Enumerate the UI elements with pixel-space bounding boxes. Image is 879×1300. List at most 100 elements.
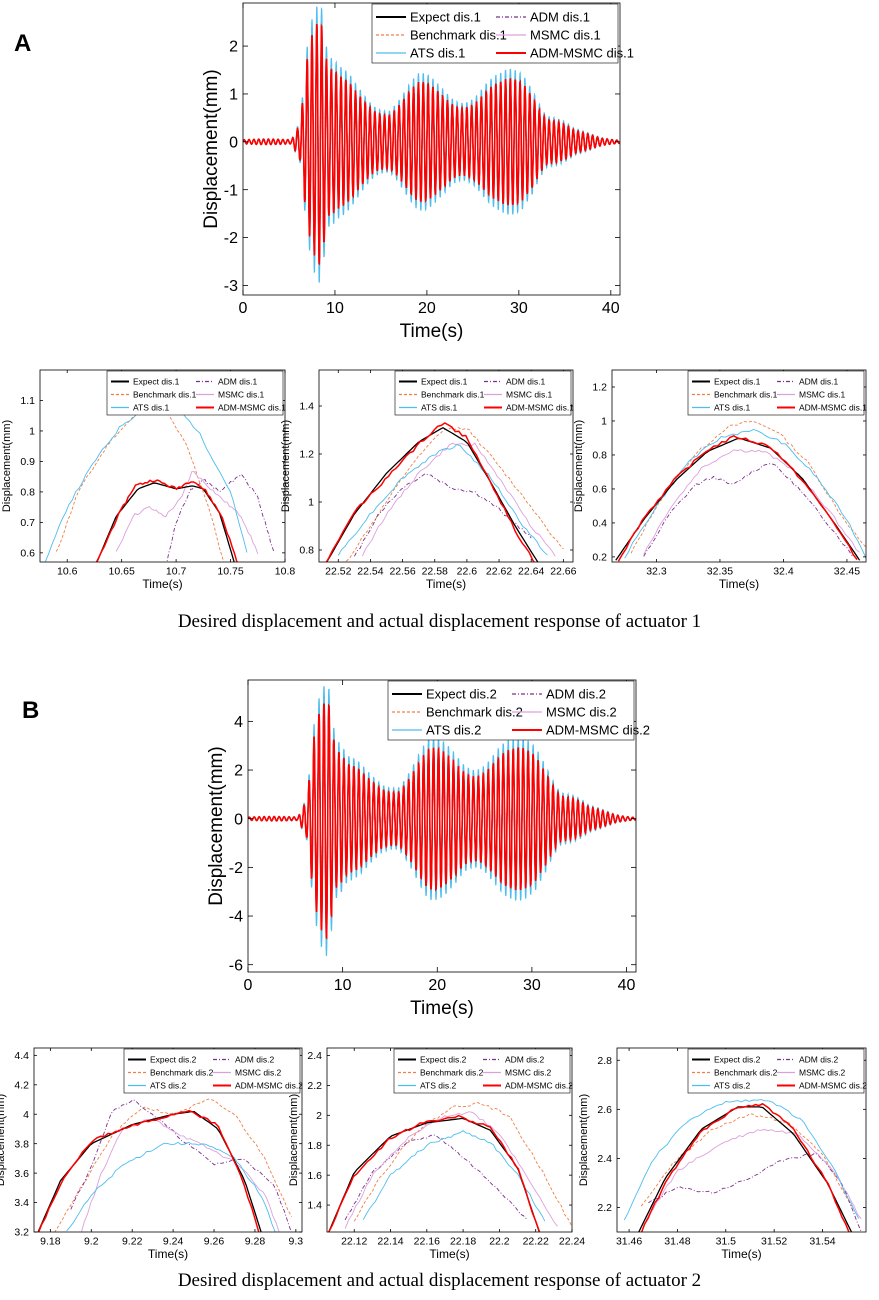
axes-box bbox=[616, 1047, 867, 1233]
legend-label-msmc: MSMC dis.1 bbox=[218, 389, 265, 399]
series-msmc bbox=[115, 471, 259, 555]
y-tick-label: 2.2 bbox=[307, 1080, 322, 1092]
x-tick-label: 22.24 bbox=[559, 1236, 585, 1248]
legend-box bbox=[393, 1048, 571, 1094]
legend-label-admmsmc: ADM-MSMC dis.2 bbox=[799, 1080, 867, 1090]
x-tick-label: 30 bbox=[510, 300, 528, 317]
legend-label-msmc: MSMC dis.2 bbox=[799, 1067, 846, 1077]
y-tick-label: 1 bbox=[229, 87, 238, 104]
x-tick-label: 30 bbox=[523, 977, 541, 994]
x-tick-label: 31.48 bbox=[664, 1236, 690, 1248]
legend-label-benchmark: Benchmark dis.1 bbox=[714, 389, 778, 399]
legend-label-msmc: MSMC dis.2 bbox=[235, 1067, 282, 1077]
x-axis-label: Time(s) bbox=[400, 321, 464, 342]
x-tick-label: 9.22 bbox=[122, 1236, 143, 1248]
y-tick-label: 1 bbox=[308, 497, 314, 509]
series-msmc bbox=[645, 1128, 862, 1221]
series-benchmark bbox=[345, 427, 564, 562]
x-tick-label: 20 bbox=[428, 977, 446, 994]
series-group bbox=[325, 422, 564, 562]
series-benchmark bbox=[55, 408, 225, 562]
x-tick-label: 10.75 bbox=[217, 566, 243, 578]
caption-actuator-1: Desired displacement and actual displace… bbox=[177, 611, 702, 632]
y-tick-label: 4.4 bbox=[14, 1050, 29, 1062]
x-tick-label: 0 bbox=[244, 977, 253, 994]
series-expect bbox=[326, 426, 539, 562]
y-axis-label: Displacement(mm) bbox=[288, 1094, 300, 1186]
legend-box bbox=[123, 1048, 301, 1094]
legend-label-msmc: MSMC dis.1 bbox=[530, 28, 601, 43]
x-tick-label: 9.28 bbox=[245, 1236, 266, 1248]
y-axis-label: Displacement(mm) bbox=[0, 1094, 7, 1186]
y-tick-label: -6 bbox=[229, 957, 243, 974]
axes-box bbox=[39, 369, 286, 563]
y-tick-label: 0.6 bbox=[20, 548, 35, 560]
series-admmsmc bbox=[248, 703, 636, 940]
axes-box bbox=[318, 369, 574, 563]
legend-box bbox=[371, 3, 619, 64]
x-axis-label: Time(s) bbox=[410, 998, 474, 1019]
x-tick-label: 10.65 bbox=[109, 566, 135, 578]
y-tick-label: 1 bbox=[29, 426, 35, 438]
legend-label-adm: ADM dis.2 bbox=[505, 1054, 544, 1064]
legend-box bbox=[687, 1048, 865, 1094]
x-axis-label: Time(s) bbox=[719, 577, 759, 591]
x-tick-label: 10 bbox=[326, 300, 344, 317]
legend-label-benchmark: Benchmark dis.1 bbox=[133, 389, 197, 399]
y-tick-label: 2.2 bbox=[597, 1202, 612, 1214]
caption-actuator-2: Desired displacement and actual displace… bbox=[177, 1270, 702, 1291]
y-tick-label: 0.8 bbox=[592, 450, 607, 462]
legend-label-adm: ADM dis.1 bbox=[218, 376, 257, 386]
x-tick-label: 32.45 bbox=[834, 566, 860, 578]
legend-label-expect: Expect dis.2 bbox=[150, 1054, 197, 1064]
series-admmsmc bbox=[37, 1109, 260, 1232]
y-tick-label: 1.2 bbox=[299, 449, 314, 461]
x-axis-label: Time(s) bbox=[142, 577, 182, 591]
x-tick-label: 22.58 bbox=[422, 566, 448, 578]
series-ats bbox=[362, 1130, 546, 1222]
series-admmsmc bbox=[640, 1102, 850, 1232]
x-tick-label: 9.3 bbox=[289, 1236, 304, 1248]
legend-label-admmsmc: ADM-MSMC dis.1 bbox=[530, 46, 634, 61]
series-msmc bbox=[643, 449, 860, 555]
x-tick-label: 31.5 bbox=[716, 1236, 737, 1248]
series-group bbox=[243, 6, 620, 284]
x-tick-label: 10.8 bbox=[275, 566, 296, 578]
y-tick-label: 2.6 bbox=[597, 1104, 612, 1116]
y-axis-label: Displacement(mm) bbox=[280, 420, 292, 512]
y-tick-label: 1.1 bbox=[20, 395, 35, 407]
x-tick-label: 9.24 bbox=[163, 1236, 184, 1248]
x-tick-label: 22.54 bbox=[357, 566, 383, 578]
x-tick-label: 20 bbox=[418, 300, 436, 317]
series-admmsmc bbox=[617, 434, 858, 562]
y-tick-label: 2.8 bbox=[597, 1055, 612, 1067]
legend-label-benchmark: Benchmark dis.2 bbox=[420, 1067, 484, 1077]
legend-label-expect: Expect dis.2 bbox=[426, 687, 497, 702]
x-tick-label: 9.18 bbox=[40, 1236, 61, 1248]
y-tick-label: 0.2 bbox=[592, 552, 607, 564]
x-tick-label: 22.18 bbox=[450, 1236, 476, 1248]
series-adm bbox=[643, 463, 854, 558]
y-tick-label: 3.8 bbox=[14, 1138, 29, 1150]
legend-label-msmc: MSMC dis.1 bbox=[506, 389, 553, 399]
legend-label-adm: ADM dis.1 bbox=[530, 10, 590, 25]
legend-label-expect: Expect dis.2 bbox=[420, 1054, 467, 1064]
legend-label-adm: ADM dis.2 bbox=[235, 1054, 274, 1064]
x-tick-label: 31.46 bbox=[616, 1236, 642, 1248]
x-tick-label: 10 bbox=[334, 977, 352, 994]
series-msmc bbox=[344, 1111, 558, 1229]
x-tick-label: 0 bbox=[239, 300, 248, 317]
x-tick-label: 22.52 bbox=[325, 566, 351, 578]
legend-label-ats: ATS dis.2 bbox=[714, 1080, 750, 1090]
legend-label-adm: ADM dis.2 bbox=[799, 1054, 838, 1064]
legend-label-msmc: MSMC dis.2 bbox=[546, 705, 617, 720]
y-tick-label: 1.6 bbox=[307, 1170, 322, 1182]
y-tick-label: 0 bbox=[234, 811, 243, 828]
legend-label-benchmark: Benchmark dis.1 bbox=[421, 389, 485, 399]
legend-label-ats: ATS dis.2 bbox=[150, 1080, 186, 1090]
legend-label-admmsmc: ADM-MSMC dis.2 bbox=[235, 1080, 303, 1090]
legend-label-ats: ATS dis.2 bbox=[426, 723, 481, 738]
x-tick-label: 40 bbox=[618, 977, 636, 994]
series-msmc bbox=[81, 1117, 280, 1232]
